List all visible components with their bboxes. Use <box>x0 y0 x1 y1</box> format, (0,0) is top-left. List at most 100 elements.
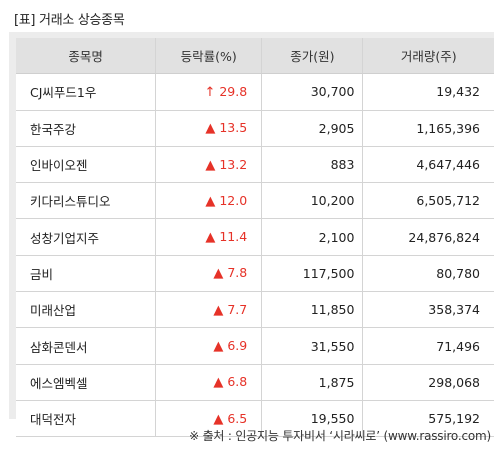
volume-value: 6,505,712 <box>416 193 480 209</box>
up-triangle-icon: ▲ <box>213 339 224 355</box>
rate-value: 7.7 <box>227 301 248 317</box>
rate-cell: ↑ 29.8 <box>155 74 262 111</box>
up-triangle-icon: ▲ <box>213 375 224 391</box>
up-limit-arrow-icon: ↑ <box>204 84 216 100</box>
rate-cell: ▲ 11.4 <box>155 219 262 256</box>
volume-value: 19,432 <box>436 84 480 100</box>
up-triangle-icon: ▲ <box>205 230 216 246</box>
volume-value: 24,876,824 <box>408 229 480 245</box>
volume-cell: 358,374 <box>362 292 494 329</box>
price-value: 30,700 <box>310 84 355 100</box>
table-row: 에스엠벡셀 ▲ 6.8 1,875 298,068 <box>16 364 494 401</box>
price-cell: 11,850 <box>261 292 363 329</box>
rate-value: 6.9 <box>227 338 248 354</box>
stock-name-cell: 미래산업 <box>16 292 156 329</box>
volume-value: 80,780 <box>436 265 480 281</box>
stock-name: 성창기업지주 <box>30 230 100 246</box>
header-price: 종가(원) <box>261 38 363 75</box>
price-value: 2,905 <box>318 120 355 136</box>
volume-cell: 71,496 <box>362 328 494 365</box>
price-value: 19,550 <box>310 411 355 427</box>
stock-name-cell: 한국주강 <box>16 110 156 147</box>
rate-cell: ▲ 13.5 <box>155 110 262 147</box>
rate-cell: ▲ 7.7 <box>155 292 262 329</box>
price-cell: 1,875 <box>261 364 363 401</box>
rate-cell: ▲ 7.8 <box>155 255 262 293</box>
volume-value: 4,647,446 <box>416 157 480 173</box>
up-triangle-icon: ▲ <box>205 121 216 137</box>
rate-value: 13.5 <box>219 120 248 136</box>
volume-cell: 575,192 <box>362 400 494 438</box>
price-value: 11,850 <box>310 302 355 318</box>
price-cell: 10,200 <box>261 183 363 220</box>
stock-name: 키다리스튜디오 <box>30 194 111 210</box>
rate-cell: ▲ 6.5 <box>155 400 262 438</box>
up-triangle-icon: ▲ <box>213 411 224 427</box>
volume-value: 575,192 <box>428 411 480 427</box>
table-row: 미래산업 ▲ 7.7 11,850 358,374 <box>16 292 494 329</box>
price-value: 31,550 <box>310 338 355 354</box>
stock-name-cell: 키다리스튜디오 <box>16 183 156 220</box>
stock-name: 인바이오젠 <box>30 158 88 174</box>
up-triangle-icon: ▲ <box>213 266 224 282</box>
volume-value: 358,374 <box>428 302 480 318</box>
volume-value: 298,068 <box>428 374 480 390</box>
volume-cell: 4,647,446 <box>362 146 494 184</box>
table-row: CJ씨푸드1우 ↑ 29.8 30,700 19,432 <box>16 74 494 111</box>
price-cell: 117,500 <box>261 255 363 293</box>
stock-name-cell: 성창기업지주 <box>16 219 156 256</box>
volume-value: 71,496 <box>436 338 480 354</box>
table-row: 성창기업지주 ▲ 11.4 2,100 24,876,824 <box>16 219 494 256</box>
price-cell: 2,905 <box>261 110 363 147</box>
up-triangle-icon: ▲ <box>205 193 216 209</box>
stock-name-cell: 삼화콘덴서 <box>16 328 156 365</box>
stock-name: 삼화콘덴서 <box>30 339 88 355</box>
table-row: 대덕전자 ▲ 6.5 19,550 575,192 <box>16 400 494 438</box>
up-triangle-icon: ▲ <box>205 157 216 173</box>
table-row: 삼화콘덴서 ▲ 6.9 31,550 71,496 <box>16 328 494 365</box>
rate-value: 6.8 <box>227 374 248 390</box>
volume-cell: 1,165,396 <box>362 110 494 147</box>
price-cell: 2,100 <box>261 219 363 256</box>
price-cell: 31,550 <box>261 328 363 365</box>
table-row: 금비 ▲ 7.8 117,500 80,780 <box>16 255 494 293</box>
price-cell: 30,700 <box>261 74 363 111</box>
stock-name: 한국주강 <box>30 121 77 137</box>
volume-cell: 24,876,824 <box>362 219 494 256</box>
rate-value: 7.8 <box>227 265 248 281</box>
stock-name: 미래산업 <box>30 303 77 319</box>
up-triangle-icon: ▲ <box>213 302 224 318</box>
volume-cell: 298,068 <box>362 364 494 401</box>
price-value: 2,100 <box>318 229 355 245</box>
table-row: 키다리스튜디오 ▲ 12.0 10,200 6,505,712 <box>16 183 494 220</box>
stock-name: CJ씨푸드1우 <box>30 85 97 101</box>
rate-value: 11.4 <box>219 229 248 245</box>
volume-cell: 6,505,712 <box>362 183 494 220</box>
price-value: 117,500 <box>302 265 355 281</box>
rising-stocks-table: 종목명 등락률(%) 종가(원) 거래량(주) CJ씨푸드1우 ↑ 29.8 30… <box>16 38 494 438</box>
stock-name: 금비 <box>30 266 54 282</box>
stock-name: 에스엠벡셀 <box>30 375 88 391</box>
rate-cell: ▲ 13.2 <box>155 146 262 184</box>
rate-value: 13.2 <box>219 156 248 172</box>
stock-name: 대덕전자 <box>30 412 77 428</box>
stock-name-cell: 대덕전자 <box>16 400 156 438</box>
price-value: 883 <box>330 157 355 173</box>
rate-value: 29.8 <box>219 83 248 99</box>
rate-value: 6.5 <box>227 410 248 426</box>
price-value: 10,200 <box>310 193 355 209</box>
price-cell: 19,550 <box>261 400 363 438</box>
table-row: 한국주강 ▲ 13.5 2,905 1,165,396 <box>16 110 494 147</box>
volume-cell: 80,780 <box>362 255 494 293</box>
table-row: 인바이오젠 ▲ 13.2 883 4,647,446 <box>16 146 494 184</box>
rate-cell: ▲ 12.0 <box>155 183 262 220</box>
table-body: CJ씨푸드1우 ↑ 29.8 30,700 19,432 한국주강 ▲ 13.5 2… <box>16 74 494 438</box>
table-panel: 종목명 등락률(%) 종가(원) 거래량(주) CJ씨푸드1우 ↑ 29.8 30… <box>9 32 494 438</box>
rate-value: 12.0 <box>219 192 248 208</box>
table-header-row: 종목명 등락률(%) 종가(원) 거래량(주) <box>16 38 494 75</box>
stock-name-cell: CJ씨푸드1우 <box>16 74 156 111</box>
rate-cell: ▲ 6.9 <box>155 328 262 365</box>
volume-value: 1,165,396 <box>416 120 480 136</box>
stock-name-cell: 금비 <box>16 255 156 293</box>
page-title: [표] 거래소 상승종목 <box>14 13 125 28</box>
